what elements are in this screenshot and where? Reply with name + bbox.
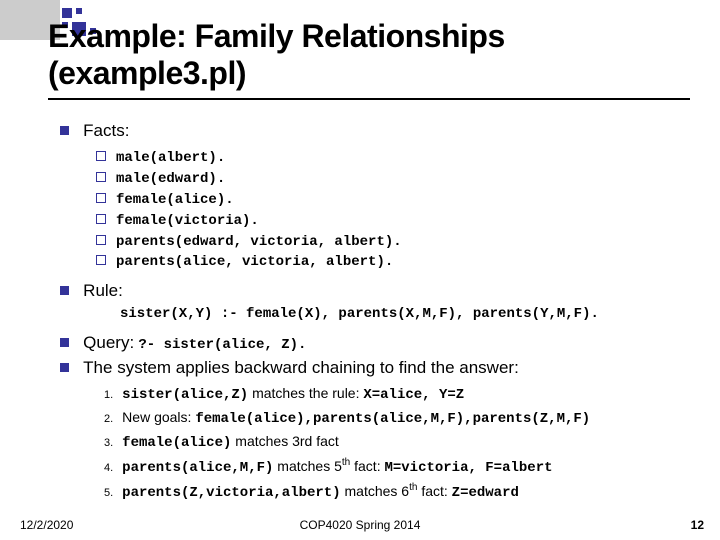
step-tail-code: X=alice, Y=Z: [363, 387, 464, 403]
steps-list: 1. sister(alice,Z) matches the rule: X=a…: [104, 384, 690, 502]
query-section: Query: ?- sister(alice, Z).: [60, 332, 690, 355]
step-code: parents(alice,M,F): [122, 460, 273, 476]
fact-item: male(edward).: [96, 168, 690, 189]
step-tail-code: M=victoria, F=albert: [384, 460, 552, 476]
step-text: fact:: [350, 458, 384, 474]
step-text: New goals:: [122, 409, 195, 425]
facts-list: male(albert). male(edward). female(alice…: [96, 147, 690, 272]
step-number: 5.: [104, 486, 118, 501]
fact-item: male(albert).: [96, 147, 690, 168]
rule-code: sister(X,Y) :- female(X), parents(X,M,F)…: [120, 305, 690, 324]
step-text: matches 5: [273, 458, 341, 474]
square-bullet-icon: [60, 363, 69, 372]
slide-title: Example: Family Relationships (example3.…: [48, 18, 690, 100]
superscript-th: th: [342, 457, 350, 468]
step-tail-code: Z=edward: [452, 485, 519, 501]
query-label: Query:: [83, 333, 134, 352]
slide-body: Facts: male(albert). male(edward). femal…: [60, 120, 690, 505]
step-number: 4.: [104, 461, 118, 476]
hollow-square-icon: [96, 151, 106, 161]
query-code: ?- sister(alice, Z).: [138, 337, 306, 353]
fact-code: female(victoria).: [116, 213, 259, 229]
hollow-square-icon: [96, 193, 106, 203]
facts-label: Facts:: [83, 121, 129, 140]
footer-page: 12: [691, 518, 704, 532]
step-item: 3. female(alice) matches 3rd fact: [104, 432, 690, 453]
step-text: matches 3rd fact: [231, 433, 338, 449]
step-code: parents(Z,victoria,albert): [122, 485, 340, 501]
step-number: 1.: [104, 388, 118, 403]
hollow-square-icon: [96, 235, 106, 245]
fact-item: female(victoria).: [96, 210, 690, 231]
step-code: sister(alice,Z): [122, 387, 248, 403]
step-text: matches the rule:: [248, 385, 363, 401]
fact-code: parents(edward, victoria, albert).: [116, 234, 402, 250]
step-item: 4. parents(alice,M,F) matches 5th fact: …: [104, 456, 690, 478]
step-text: fact:: [417, 483, 451, 499]
step-text: matches 6: [341, 483, 409, 499]
hollow-square-icon: [96, 214, 106, 224]
fact-code: female(alice).: [116, 192, 234, 208]
title-line-1: Example: Family Relationships: [48, 18, 505, 54]
step-number: 2.: [104, 412, 118, 427]
fact-item: parents(alice, victoria, albert).: [96, 251, 690, 272]
rule-label: Rule:: [83, 281, 123, 300]
square-bullet-icon: [60, 126, 69, 135]
step-item: 5. parents(Z,victoria,albert) matches 6t…: [104, 481, 690, 503]
step-item: 2. New goals: female(alice),parents(alic…: [104, 408, 690, 429]
fact-item: female(alice).: [96, 189, 690, 210]
chain-section: The system applies backward chaining to …: [60, 357, 690, 380]
step-number: 3.: [104, 436, 118, 451]
step-code: female(alice),parents(alice,M,F),parents…: [195, 411, 590, 427]
hollow-square-icon: [96, 172, 106, 182]
rule-section: Rule:: [60, 280, 690, 303]
square-bullet-icon: [60, 338, 69, 347]
facts-section: Facts:: [60, 120, 690, 143]
fact-item: parents(edward, victoria, albert).: [96, 231, 690, 252]
title-line-2: (example3.pl): [48, 55, 246, 91]
chain-label: The system applies backward chaining to …: [83, 358, 519, 377]
square-bullet-icon: [60, 286, 69, 295]
fact-code: male(edward).: [116, 171, 225, 187]
footer-course: COP4020 Spring 2014: [300, 518, 421, 532]
fact-code: parents(alice, victoria, albert).: [116, 254, 393, 270]
step-item: 1. sister(alice,Z) matches the rule: X=a…: [104, 384, 690, 405]
hollow-square-icon: [96, 255, 106, 265]
step-code: female(alice): [122, 435, 231, 451]
footer-date: 12/2/2020: [20, 518, 73, 532]
fact-code: male(albert).: [116, 150, 225, 166]
